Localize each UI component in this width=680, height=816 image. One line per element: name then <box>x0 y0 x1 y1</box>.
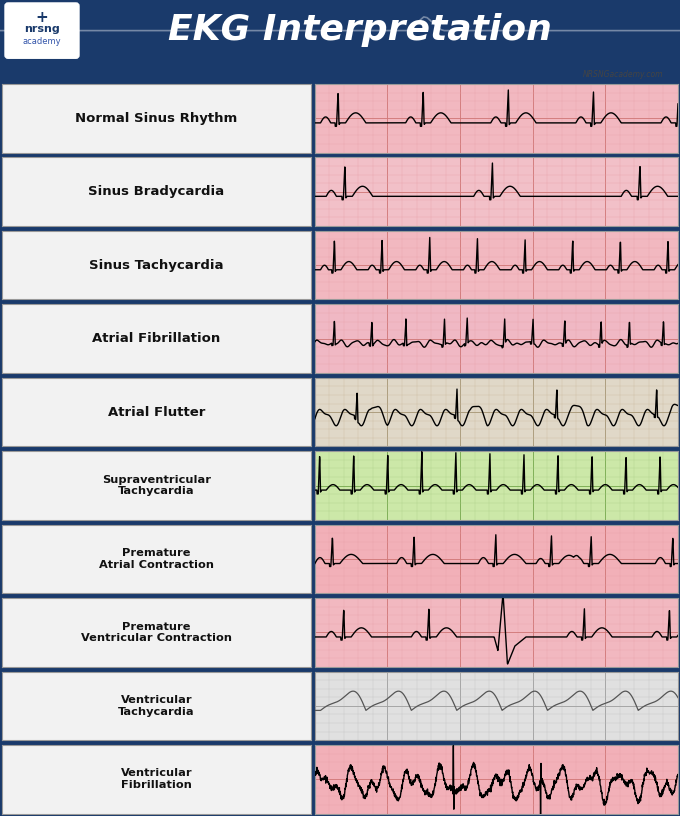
Text: nrsng: nrsng <box>24 24 60 33</box>
FancyBboxPatch shape <box>5 3 79 58</box>
Text: academy: academy <box>22 37 61 46</box>
Text: Atrial Flutter: Atrial Flutter <box>107 406 205 419</box>
Text: Premature
Atrial Contraction: Premature Atrial Contraction <box>99 548 214 570</box>
Text: EKG Interpretation: EKG Interpretation <box>168 12 552 47</box>
Text: +: + <box>35 11 48 25</box>
Text: Sinus Tachycardia: Sinus Tachycardia <box>89 259 224 272</box>
Text: Premature
Ventricular Contraction: Premature Ventricular Contraction <box>81 622 232 643</box>
Text: NRSNGacademy.com: NRSNGacademy.com <box>583 70 663 79</box>
Text: Ventricular
Fibrillation: Ventricular Fibrillation <box>120 769 192 790</box>
Text: Supraventricular
Tachycardia: Supraventricular Tachycardia <box>102 475 211 496</box>
Text: Sinus Bradycardia: Sinus Bradycardia <box>88 185 224 198</box>
Text: Ventricular
Tachycardia: Ventricular Tachycardia <box>118 695 194 716</box>
Text: Normal Sinus Rhythm: Normal Sinus Rhythm <box>75 112 237 125</box>
Text: Atrial Fibrillation: Atrial Fibrillation <box>92 332 220 345</box>
